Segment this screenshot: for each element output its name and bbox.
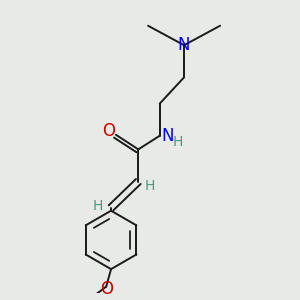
Text: H: H xyxy=(173,135,183,148)
Text: H: H xyxy=(145,179,155,194)
Text: N: N xyxy=(161,127,174,145)
Text: H: H xyxy=(92,199,103,213)
Text: O: O xyxy=(100,280,113,298)
Text: O: O xyxy=(102,122,115,140)
Text: N: N xyxy=(178,36,190,54)
